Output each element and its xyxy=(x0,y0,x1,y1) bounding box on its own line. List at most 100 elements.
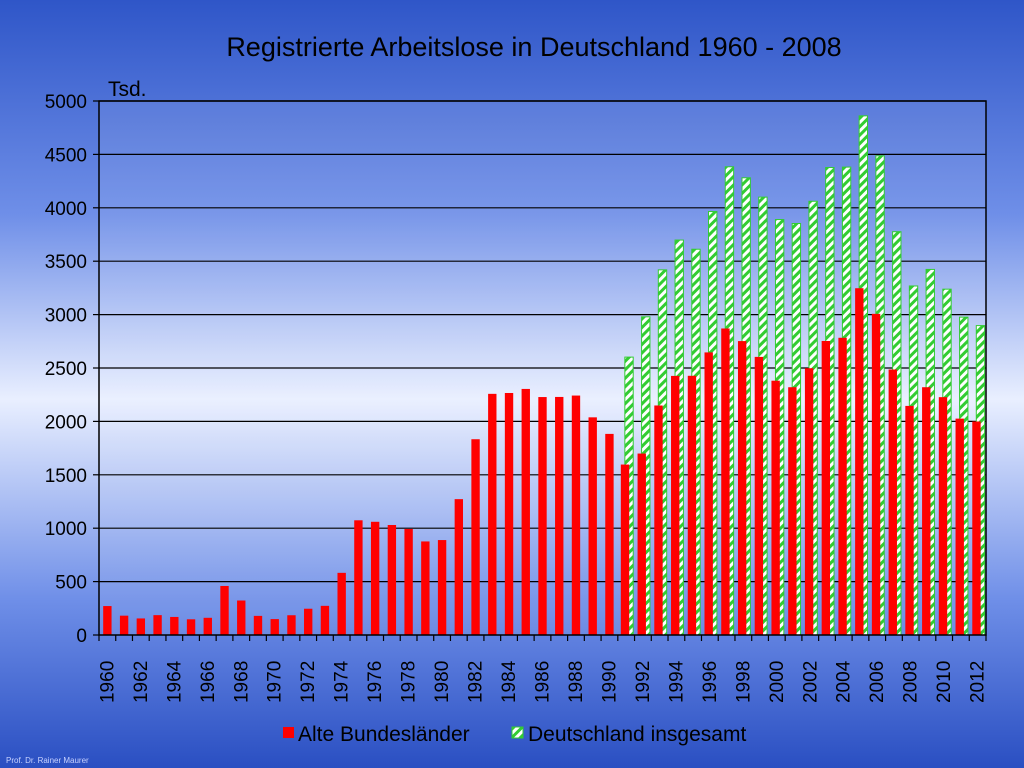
bar-alte-bundeslaender-1962 xyxy=(136,618,146,635)
x-tick-label: 1980 xyxy=(432,661,453,703)
bar-alte-bundeslaender-1964 xyxy=(170,616,179,635)
footer-credit: Prof. Dr. Rainer Maurer xyxy=(6,756,89,765)
bars xyxy=(103,115,986,636)
y-tick-label: 1000 xyxy=(45,519,87,540)
legend-swatch-alte-bundeslaender xyxy=(283,727,294,738)
bar-alte-bundeslaender-1965 xyxy=(186,619,196,635)
y-tick-label: 3500 xyxy=(45,252,87,273)
bar-alte-bundeslaender-1990 xyxy=(605,433,614,635)
bar-alte-bundeslaender-1994 xyxy=(671,375,680,635)
x-tick-label: 1984 xyxy=(499,660,520,703)
bar-alte-bundeslaender-1988 xyxy=(571,395,581,635)
bar-alte-bundeslaender-2002 xyxy=(804,368,814,635)
bar-alte-bundeslaender-2001 xyxy=(788,387,797,635)
x-tick-label: 2000 xyxy=(767,661,788,703)
bar-alte-bundeslaender-1969 xyxy=(253,615,263,635)
y-tick-label: 500 xyxy=(55,573,87,594)
bar-alte-bundeslaender-1979 xyxy=(421,541,430,635)
bar-alte-bundeslaender-2008 xyxy=(905,405,914,635)
bar-alte-bundeslaender-1993 xyxy=(654,405,663,635)
bar-alte-bundeslaender-1980 xyxy=(437,540,447,635)
x-tick-label: 2008 xyxy=(901,661,922,703)
bar-alte-bundeslaender-2004 xyxy=(838,337,847,635)
x-tick-label: 2012 xyxy=(968,661,989,703)
bar-alte-bundeslaender-2005 xyxy=(855,288,864,635)
bar-alte-bundeslaender-1976 xyxy=(370,521,380,635)
bar-alte-bundeslaender-1998 xyxy=(737,341,747,635)
y-axis-ticks: 0 500 1000 1500 2000 2500 3000 3500 4000 4500 5000 xyxy=(45,92,99,647)
bar-alte-bundeslaender-1967 xyxy=(220,585,229,635)
bar-alte-bundeslaender-1992 xyxy=(637,453,646,635)
x-tick-label: 1960 xyxy=(97,661,118,703)
bar-alte-bundeslaender-1961 xyxy=(119,615,129,635)
x-tick-label: 1988 xyxy=(566,661,587,703)
bar-alte-bundeslaender-1972 xyxy=(304,608,313,635)
x-tick-label: 1968 xyxy=(231,661,252,703)
chart-title: Registrierte Arbeitslose in Deutschland … xyxy=(226,32,841,62)
bar-alte-bundeslaender-2000 xyxy=(771,380,780,635)
y-tick-label: 2500 xyxy=(45,359,87,380)
legend: Alte Bundesländer Deutschland insgesamt xyxy=(283,723,746,746)
x-tick-label: 1992 xyxy=(633,661,654,703)
x-tick-label: 1972 xyxy=(298,661,319,703)
bar-alte-bundeslaender-1985 xyxy=(521,388,530,635)
bar-alte-bundeslaender-1971 xyxy=(287,615,296,635)
x-tick-label: 1998 xyxy=(733,661,754,703)
bar-alte-bundeslaender-1968 xyxy=(237,600,246,635)
legend-label-deutschland-insgesamt: Deutschland insgesamt xyxy=(528,723,746,746)
y-tick-label: 1500 xyxy=(45,466,87,487)
x-axis-ticks: 1960 1962 1964 1966 1968 1970 1972 1974 1976 1978… xyxy=(97,635,989,703)
bar-alte-bundeslaender-1995 xyxy=(687,375,697,635)
bar-alte-bundeslaender-1984 xyxy=(504,392,514,635)
bar-alte-bundeslaender-1963 xyxy=(153,615,162,635)
bar-alte-bundeslaender-1974 xyxy=(337,572,346,635)
bar-alte-bundeslaender-1986 xyxy=(538,397,547,635)
bar-alte-bundeslaender-2003 xyxy=(821,340,831,635)
bar-alte-bundeslaender-2010 xyxy=(938,397,948,635)
x-tick-label: 2010 xyxy=(934,661,955,703)
x-tick-label: 1962 xyxy=(131,661,152,703)
x-tick-label: 2006 xyxy=(867,661,888,703)
bar-alte-bundeslaender-1977 xyxy=(387,524,397,635)
y-tick-label: 4000 xyxy=(45,199,87,220)
y-tick-label: 3000 xyxy=(45,306,87,327)
bar-alte-bundeslaender-2012 xyxy=(972,421,981,635)
x-tick-label: 2004 xyxy=(834,660,855,703)
bar-alte-bundeslaender-1982 xyxy=(471,439,480,635)
bar-alte-bundeslaender-2006 xyxy=(871,313,881,635)
bar-alte-bundeslaender-1987 xyxy=(555,396,564,635)
x-tick-label: 1990 xyxy=(599,661,620,703)
bar-alte-bundeslaender-1973 xyxy=(320,605,330,635)
bar-alte-bundeslaender-1999 xyxy=(754,356,764,635)
y-axis-label: Tsd. xyxy=(108,78,147,101)
bar-alte-bundeslaender-1981 xyxy=(454,499,464,635)
x-tick-label: 1978 xyxy=(399,661,420,703)
bar-alte-bundeslaender-1997 xyxy=(721,328,730,635)
y-tick-label: 5000 xyxy=(45,92,87,113)
bar-alte-bundeslaender-1996 xyxy=(704,352,713,635)
x-tick-label: 1982 xyxy=(466,661,487,703)
x-tick-label: 1986 xyxy=(533,661,554,703)
y-tick-label: 4500 xyxy=(45,145,87,166)
x-tick-label: 2002 xyxy=(800,661,821,703)
x-tick-label: 1996 xyxy=(700,661,721,703)
y-tick-label: 0 xyxy=(76,626,87,647)
bar-alte-bundeslaender-1978 xyxy=(404,528,413,635)
y-tick-label: 2000 xyxy=(45,412,87,433)
bar-alte-bundeslaender-1983 xyxy=(488,393,497,635)
bar-alte-bundeslaender-2009 xyxy=(922,387,931,635)
bar-alte-bundeslaender-1991 xyxy=(620,464,630,635)
bar-alte-bundeslaender-1975 xyxy=(354,520,363,635)
bar-alte-bundeslaender-1960 xyxy=(103,606,112,635)
x-tick-label: 1964 xyxy=(164,660,185,703)
bar-alte-bundeslaender-1970 xyxy=(270,619,279,635)
bar-alte-bundeslaender-2011 xyxy=(955,418,964,635)
legend-label-alte-bundeslaender: Alte Bundesländer xyxy=(298,723,470,746)
x-tick-label: 1970 xyxy=(265,661,286,703)
x-tick-label: 1966 xyxy=(198,661,219,703)
legend-swatch-deutschland-insgesamt xyxy=(511,726,524,739)
bar-alte-bundeslaender-1966 xyxy=(203,617,212,635)
x-tick-label: 1994 xyxy=(666,660,687,703)
x-tick-label: 1976 xyxy=(365,661,386,703)
